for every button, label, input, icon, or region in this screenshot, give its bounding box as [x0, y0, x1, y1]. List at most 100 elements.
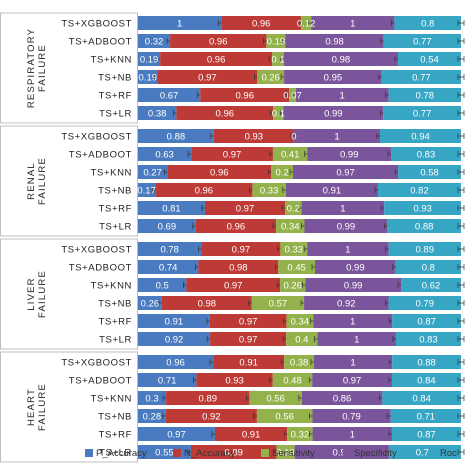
group-label: RENALFAILURE — [26, 157, 48, 205]
data-label: 0.26 — [261, 73, 280, 84]
bar-segment — [160, 52, 273, 66]
bar-segment — [176, 106, 274, 120]
bar-segment — [198, 260, 279, 274]
row-label: TS+LR — [99, 448, 132, 459]
data-label: 0.1 — [272, 109, 285, 120]
bar-segment — [312, 373, 392, 387]
data-label: 0.19 — [267, 37, 286, 48]
bar-segment — [307, 242, 389, 256]
error-bar — [457, 38, 465, 44]
bar-segment — [138, 219, 196, 233]
data-label: 0.89 — [224, 448, 243, 459]
bar-segment — [388, 445, 461, 459]
data-label: 0.74 — [159, 263, 178, 274]
error-bar — [457, 395, 465, 401]
data-label: 0.88 — [167, 132, 186, 143]
data-label: 0.77 — [413, 109, 432, 120]
row-label: TS+LR — [99, 222, 132, 233]
bar-segment — [301, 16, 312, 30]
data-label: 0.91 — [165, 317, 184, 328]
bar-segment — [195, 219, 277, 233]
bar-segment — [272, 52, 284, 66]
group-frame — [0, 125, 138, 237]
error-bar — [457, 133, 465, 139]
data-label: 0.96 — [235, 91, 254, 102]
group-frame — [0, 238, 138, 350]
error-bar — [457, 56, 465, 62]
bar-segment — [285, 183, 378, 197]
data-label: 0.99 — [340, 150, 359, 161]
bar-segment — [138, 16, 222, 30]
bar-segment — [391, 147, 461, 161]
bar-segment — [213, 355, 285, 369]
data-label: 0.93 — [413, 204, 432, 215]
bar-segment — [214, 427, 288, 441]
row-label: TS+ADBOOT — [69, 263, 132, 274]
error-bar — [457, 92, 465, 98]
data-label: 0.96 — [207, 55, 226, 66]
error-bar — [457, 246, 465, 252]
row-label: TS+XGBOOST — [61, 19, 132, 30]
row-label: TS+ADBOOT — [69, 37, 132, 48]
bar-segment — [380, 129, 461, 143]
data-label: 0.99 — [346, 263, 365, 274]
group-label-line: FAILURE — [37, 44, 48, 92]
bar-segment — [391, 373, 461, 387]
data-label: 0.07 — [283, 91, 302, 102]
error-bar — [457, 413, 465, 419]
group-label-line: RENAL — [26, 162, 37, 200]
group-label: RESPIRATORYFAILURE — [26, 28, 48, 108]
bar-segment — [394, 16, 461, 30]
data-label: 0.71 — [417, 412, 436, 423]
data-label: 0.97 — [343, 376, 362, 387]
data-label: 0.83 — [417, 150, 436, 161]
error-bar — [457, 282, 465, 288]
row-label: TS+XGBOOST — [61, 358, 132, 369]
data-label: 0.38 — [290, 358, 309, 369]
data-label: 0.91 — [323, 186, 342, 197]
bar-segment — [312, 427, 392, 441]
data-label: 0.89 — [416, 245, 435, 256]
bar-segment — [285, 34, 384, 48]
data-label: 1 — [350, 430, 355, 441]
bar-segment — [190, 445, 277, 459]
error-bar — [457, 318, 465, 324]
data-label: 0.93 — [225, 376, 244, 387]
bar-segment — [196, 373, 273, 387]
legend-label: Sensitivity — [272, 448, 315, 459]
group-frame — [0, 12, 138, 124]
data-label: 0.5 — [156, 281, 169, 292]
bar-segment — [285, 201, 302, 215]
error-bar — [457, 431, 465, 437]
group-label-line: HEART — [26, 388, 37, 426]
bar-segment — [304, 219, 388, 233]
bar-segment — [307, 147, 392, 161]
bar-segment — [170, 34, 267, 48]
data-label: 0.17 — [137, 186, 156, 197]
data-label: 0.96 — [210, 168, 229, 179]
data-label: 0.32 — [291, 430, 310, 441]
data-label: 0.26 — [141, 299, 160, 310]
data-label: 0.2 — [287, 204, 300, 215]
bar-segment — [166, 391, 250, 405]
data-label: 0.75 — [416, 448, 435, 459]
group-label-line: FAILURE — [37, 157, 48, 205]
legend-swatch — [85, 449, 93, 457]
legend-label: Roc — [440, 448, 457, 459]
data-label: 0.88 — [415, 222, 434, 233]
data-label: 1 — [350, 317, 355, 328]
group-label: LIVERFAILURE — [26, 270, 48, 318]
legend: P_Accuracy N_Accuracy Sensitivity Specifici… — [85, 448, 457, 459]
bar-segment — [283, 52, 399, 66]
bar-segment — [161, 296, 252, 310]
bar-segment — [256, 409, 313, 423]
bar-segment — [383, 106, 461, 120]
bar-segment — [210, 332, 287, 346]
data-label: 0.55 — [155, 448, 174, 459]
bar-segment — [388, 242, 461, 256]
bar-segment — [287, 427, 313, 441]
row-label: TS+RF — [99, 204, 132, 215]
bar-segment — [213, 129, 294, 143]
row-label: TS+KNN — [91, 55, 132, 66]
